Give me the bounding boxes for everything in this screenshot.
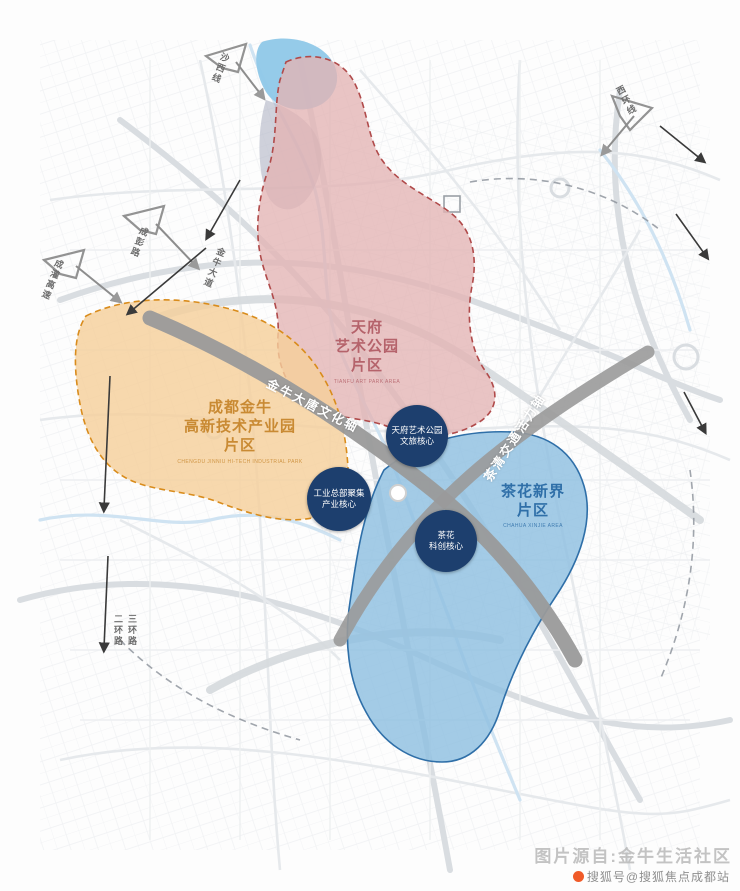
watermark-main: 图片源自:金牛生活社区 (534, 847, 732, 866)
road-tag-erhuan-road: 二环路 (113, 614, 123, 647)
zone-label-en: CHENGDU JINNIU HI-TECH INDUSTRIAL PARK (177, 458, 303, 465)
zone-label-line-2: 艺术公园 (334, 338, 399, 356)
zone-label-line-1: 成都金牛 (207, 399, 272, 416)
zone-label-en: CHAHUA XINJIE AREA (503, 523, 563, 530)
core-line-2: 产业核心 (321, 499, 356, 509)
zone-tianfu-art-park[interactable] (256, 55, 496, 437)
axis-jinniu-culture-ribbon (142, 310, 583, 668)
watermark-sub-text: 搜狐号@搜狐焦点成都站 (586, 870, 730, 884)
core-line-1: 工业总部聚集 (313, 487, 365, 498)
core-tianfu-art-park-culture[interactable]: 天府艺术公园 文旅核心 (386, 405, 448, 467)
zone-label-line-3: 片区 (350, 357, 383, 375)
zone-label-jinniu-hitech: 成都金牛 高新技术产业园 片区 CHENGDU JINNIU HI-TECH I… (150, 398, 330, 465)
core-industry-headquarters[interactable]: 工业总部聚集 产业核心 (307, 467, 371, 531)
zone-label-line-1: 天府 (350, 319, 383, 336)
core-chahua-innovation[interactable]: 茶花 科创核心 (415, 510, 477, 572)
zone-label-line-2: 片区 (516, 502, 549, 520)
watermark-sub: 搜狐号@搜狐焦点成都站 (572, 868, 730, 885)
zone-label-tianfu-art-park: 天府 艺术公园 片区 TIANFU ART PARK AREA (312, 318, 422, 385)
road-tag-sanhuan-road: 三环路 (127, 614, 137, 647)
core-line-2: 文旅核心 (399, 436, 434, 446)
site-marker (443, 195, 461, 213)
zone-label-line-3: 片区 (223, 437, 256, 455)
zone-label-line-2: 高新技术产业园 (183, 418, 296, 436)
core-line-2: 科创核心 (428, 541, 463, 551)
core-line-1: 茶花 (437, 529, 455, 540)
axis-chahua-power-ribbon (333, 345, 655, 647)
zone-label-line-1: 茶花新界 (500, 483, 565, 500)
sohu-logo-icon (572, 871, 584, 882)
zone-label-en: TIANFU ART PARK AREA (333, 378, 401, 385)
core-line-1: 天府艺术公园 (391, 424, 443, 435)
axis-junction-node (389, 484, 407, 502)
zone-label-chahua-xinjie: 茶花新界 片区 CHAHUA XINJIE AREA (478, 482, 588, 530)
